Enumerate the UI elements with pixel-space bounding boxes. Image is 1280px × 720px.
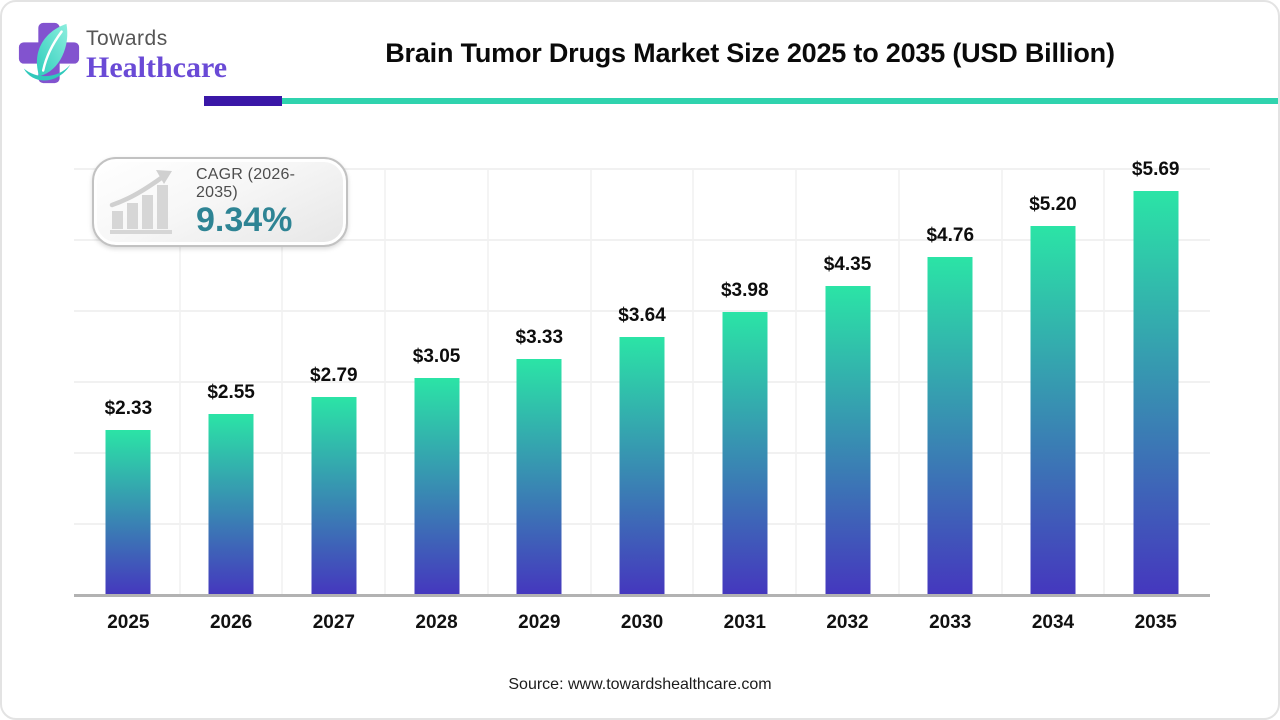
- bar-value-label-2026: $2.55: [207, 381, 255, 403]
- bar-2030: [619, 336, 665, 595]
- x-axis-label-2033: 2033: [929, 612, 972, 633]
- bar-slot-2029: $3.33: [488, 169, 591, 595]
- x-axis-label-2031: 2031: [723, 612, 766, 633]
- bar-2029: [516, 358, 562, 595]
- underline-purple-segment: [204, 96, 282, 106]
- bar-value-label-2030: $3.64: [618, 304, 666, 326]
- x-axis-label-2034: 2034: [1031, 612, 1075, 633]
- gridline-h-4: [74, 310, 1210, 312]
- plot-area: $2.33 $2.55 $2.79 $3.05 $3.33 $3.64 $3.98 $4.35…: [74, 159, 1210, 595]
- brand-logo: Towards Healthcare: [16, 20, 227, 86]
- underline-teal-segment: [282, 98, 1278, 104]
- cagr-value: 9.34%: [196, 200, 293, 239]
- bar-value-label-2031: $3.98: [720, 280, 769, 302]
- gridline-h-5: [74, 239, 1210, 241]
- bar-slot-2031: $3.98: [693, 169, 796, 595]
- bar-slot-2028: $3.05: [385, 169, 488, 595]
- bar-value-label-2034: $5.20: [1029, 193, 1077, 215]
- bars-row: $2.33 $2.55 $2.79 $3.05 $3.33 $3.64 $3.98 $4.35…: [77, 159, 1207, 595]
- bar-slot-2026: $2.55: [180, 169, 283, 595]
- x-axis-label-2032: 2032: [826, 612, 869, 633]
- healthcare-cross-leaf-icon: [18, 22, 80, 84]
- cagr-texts: CAGR (2026-2035) 9.34%: [196, 166, 332, 239]
- brand-name: Towards Healthcare: [86, 27, 228, 85]
- bar-value-label-2028: $3.05: [412, 346, 461, 368]
- bar-2027: [311, 396, 357, 595]
- brand-name-towards: Towards: [86, 27, 168, 50]
- bar-2031: [722, 312, 768, 595]
- bar-value-label-2029: $3.33: [515, 326, 564, 348]
- source-text: Source: www.towardshealthcare.com: [508, 676, 772, 693]
- cagr-label: CAGR (2026-2035): [196, 165, 296, 201]
- bar-value-label-2032: $4.35: [823, 254, 872, 276]
- bar-slot-2027: $2.79: [282, 169, 385, 595]
- x-axis-label-2027: 2027: [312, 612, 355, 633]
- bar-2035: [1133, 191, 1179, 595]
- bar-value-label-2035: $5.69: [1131, 159, 1180, 181]
- bar-slot-2032: $4.35: [796, 169, 899, 595]
- bar-slot-2025: $2.33: [77, 169, 180, 595]
- growth-bar-chart-icon: [109, 170, 172, 234]
- x-axis-label-2035: 2035: [1134, 612, 1177, 633]
- bar-2026: [208, 413, 254, 595]
- x-axis-label-2029: 2029: [518, 612, 561, 633]
- bar-2033: [927, 257, 973, 595]
- bar-2032: [825, 286, 870, 595]
- header-underline: [2, 96, 1278, 108]
- x-axis-label-2026: 2026: [209, 612, 253, 633]
- brand-name-healthcare: Healthcare: [86, 51, 228, 85]
- x-axis-label-2030: 2030: [620, 612, 664, 633]
- bar-2025: [105, 429, 151, 595]
- bar-2028: [414, 378, 460, 595]
- x-axis-line: [74, 594, 1210, 597]
- bar-value-label-2025: $2.33: [104, 397, 153, 419]
- cagr-badge: CAGR (2026-2035) 9.34%: [92, 157, 348, 247]
- gridline-h-6: [74, 168, 1210, 170]
- bar-slot-2034: $5.20: [1002, 169, 1105, 595]
- x-axis-label-2028: 2028: [415, 612, 458, 633]
- bar-2034: [1030, 225, 1076, 595]
- bar-value-label-2033: $4.76: [926, 225, 975, 247]
- x-axis-labels-row: 2025 2026 2027 2028 2029 2030 2031 2032 2033 2034…: [77, 612, 1207, 634]
- bar-slot-2035: $5.69: [1104, 159, 1207, 595]
- bar-slot-2033: $4.76: [899, 169, 1002, 595]
- page-title: Brain Tumor Drugs Market Size 2025 to 20…: [385, 38, 1115, 68]
- bar-slot-2030: $3.64: [591, 169, 694, 595]
- bar-value-label-2027: $2.79: [310, 364, 358, 386]
- x-axis-label-2025: 2025: [107, 612, 150, 633]
